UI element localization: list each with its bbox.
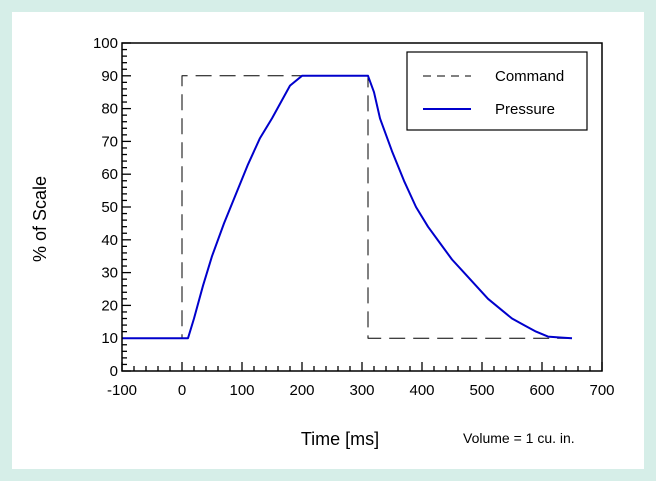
legend-box: [406, 51, 588, 131]
volume-annotation: Volume = 1 cu. in.: [463, 430, 575, 446]
y-tick-label: 50: [101, 199, 118, 216]
series-line-pressure: [122, 74, 573, 340]
x-axis-title: Time [ms]: [301, 429, 379, 449]
legend: Command Pressure: [406, 51, 588, 131]
legend-label-pressure: Pressure: [495, 101, 555, 118]
x-tick-label: 0: [178, 382, 186, 399]
y-axis-title: % of Scale: [30, 176, 50, 262]
x-tick-label: 600: [529, 382, 554, 399]
axis-ticks: [121, 42, 603, 372]
y-tick-label: 90: [101, 68, 118, 85]
y-tick-label: 100: [93, 35, 118, 52]
legend-label-command: Command: [495, 68, 564, 85]
y-tick-label: 60: [101, 166, 118, 183]
x-tick-label: 500: [469, 382, 494, 399]
series-layer: [122, 74, 573, 340]
x-tick-label: 400: [409, 382, 434, 399]
line-chart: -100 0 100 200 300 400 500 600 700 0 10 20 30 40 50 60 7…: [30, 35, 615, 449]
x-tick-label: 300: [349, 382, 374, 399]
y-tick-label: 20: [101, 297, 118, 314]
chart-frame: -100 0 100 200 300 400 500 600 700 0 10 20 30 40 50 60 7…: [12, 12, 644, 469]
y-tick-label: 10: [101, 330, 118, 347]
y-tick-label: 0: [110, 363, 118, 380]
y-tick-label: 30: [101, 265, 118, 282]
x-tick-label: 700: [589, 382, 614, 399]
plot-area-border: [121, 42, 603, 372]
axis-tick-labels: -100 0 100 200 300 400 500 600 700 0 10 20 30 40 50 60 7…: [93, 35, 615, 399]
y-tick-label: 70: [101, 133, 118, 150]
y-tick-label: 80: [101, 101, 118, 118]
x-tick-label: 200: [289, 382, 314, 399]
y-tick-label: 40: [101, 232, 118, 249]
x-tick-label: 100: [229, 382, 254, 399]
x-tick-label: -100: [107, 382, 137, 399]
